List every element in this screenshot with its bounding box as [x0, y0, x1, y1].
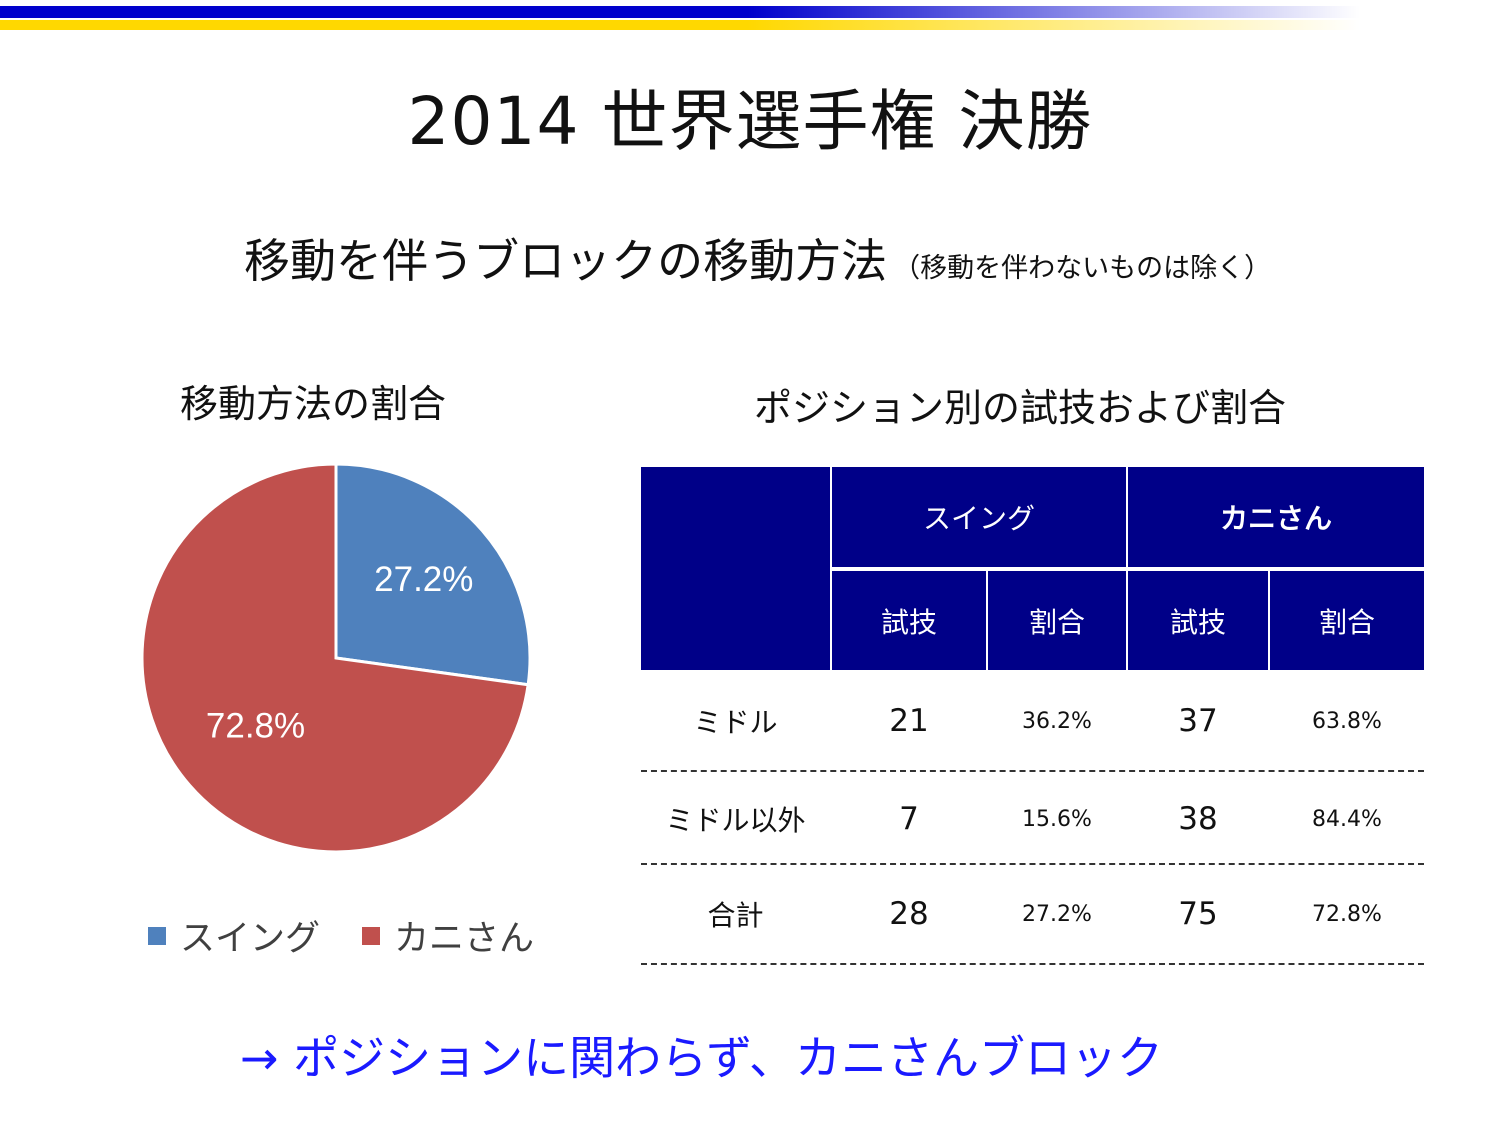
row-label: 合計 — [707, 899, 764, 932]
legend-item-kani: カニさん — [362, 910, 534, 961]
pie-legend: スイング カニさん — [148, 910, 576, 961]
subtitle-main: 移動を伴うブロックの移動方法 — [244, 234, 888, 288]
header-group-kani: カニさん — [1219, 502, 1332, 535]
legend-item-swing: スイング — [148, 910, 320, 961]
cell-swing-pct: 15.6% — [1022, 806, 1092, 832]
pie-label-kani: 72.8% — [206, 706, 305, 745]
header-group-kani-bg — [1128, 467, 1424, 567]
header-sub-bg-1 — [832, 571, 986, 670]
legend-swatch-kani — [362, 926, 381, 945]
conclusion-text: → ポジションに関わらず、カニさんブロック — [240, 1031, 1164, 1085]
header-sub-kani-count: 試技 — [1169, 605, 1226, 639]
cell-swing-count: 28 — [889, 896, 929, 932]
row-divider — [641, 963, 1424, 965]
cell-kani-count: 37 — [1178, 703, 1218, 739]
legend-swatch-swing — [148, 926, 166, 945]
cell-kani-count: 38 — [1178, 801, 1218, 837]
position-table: スイング カニさん 試技 割合 試技 割合 ミドル 21 36.2% 37 63… — [641, 467, 1424, 967]
header-sub-swing-pct: 割合 — [1028, 605, 1085, 639]
legend-label-swing: スイング — [180, 919, 321, 959]
top-blue-bar — [0, 6, 1360, 18]
header-corner-cell — [641, 467, 830, 670]
row-label: ミドル — [693, 706, 778, 739]
legend-label-kani: カニさん — [394, 919, 535, 959]
header-sub-bg-2 — [988, 571, 1126, 670]
cell-swing-count: 21 — [889, 703, 929, 739]
subtitle-note: （移動を伴わないものは除く） — [893, 253, 1272, 284]
cell-kani-pct: 72.8% — [1312, 901, 1382, 927]
row-divider — [641, 863, 1424, 865]
slide-title: 2014 世界選手権 決勝 — [407, 83, 1093, 160]
row-label: ミドル以外 — [665, 804, 806, 837]
header-sub-bg-4 — [1270, 571, 1424, 670]
table-title: ポジション別の試技および割合 — [754, 386, 1287, 430]
pie-slice-swing — [334, 462, 532, 687]
row-divider — [641, 770, 1424, 772]
header-sub-swing-count: 試技 — [880, 605, 937, 639]
cell-swing-count: 7 — [899, 801, 919, 837]
header-sub-bg-3 — [1128, 571, 1268, 670]
pie-slice-kani — [140, 462, 530, 854]
header-group-swing: スイング — [922, 502, 1035, 535]
cell-swing-pct: 36.2% — [1022, 708, 1092, 734]
pie-chart-title: 移動方法の割合 — [180, 382, 447, 426]
slide-subtitle: 移動を伴うブロックの移動方法 （移動を伴わないものは除く） — [244, 225, 1271, 291]
header-group-swing-bg — [832, 467, 1126, 567]
cell-kani-pct: 63.8% — [1312, 708, 1382, 734]
cell-kani-pct: 84.4% — [1312, 806, 1382, 832]
cell-kani-count: 75 — [1178, 896, 1218, 932]
cell-swing-pct: 27.2% — [1022, 901, 1092, 927]
pie-label-swing: 27.2% — [374, 560, 473, 599]
pie-chart: 27.2% 72.8% — [140, 462, 532, 854]
top-yellow-bar — [0, 20, 1360, 30]
header-sub-kani-pct: 割合 — [1318, 605, 1375, 639]
